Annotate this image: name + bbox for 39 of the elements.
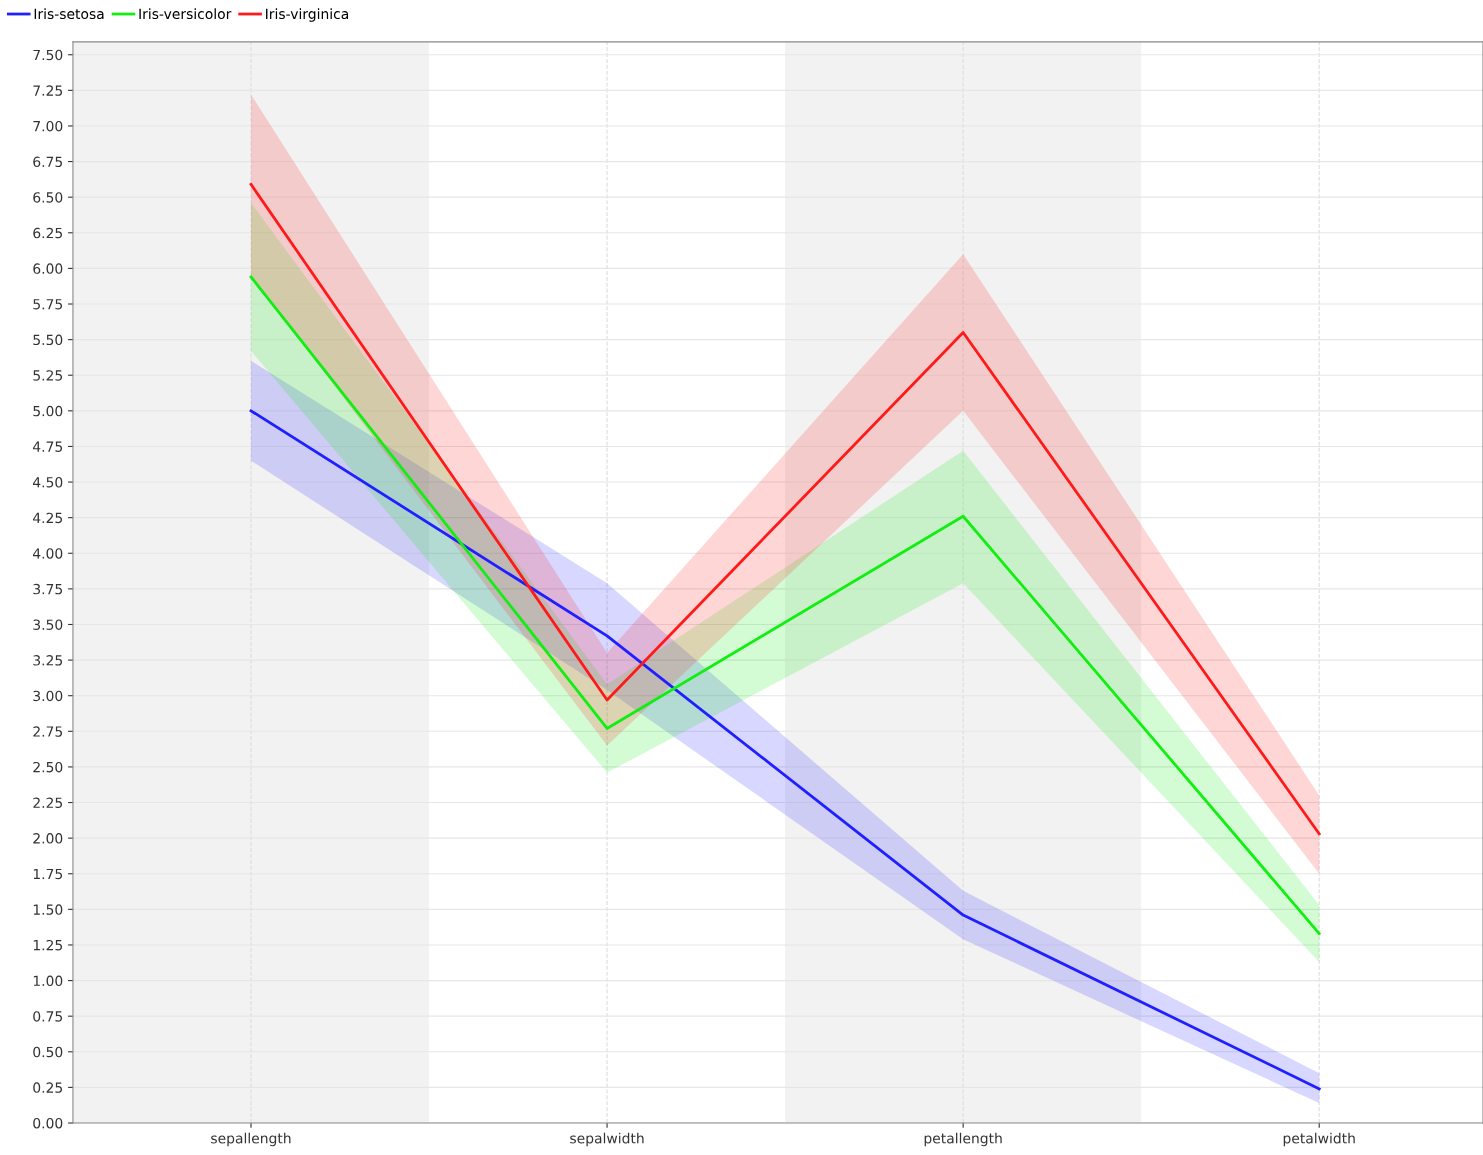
y-tick-label: 1.50 bbox=[33, 904, 63, 915]
y-tick-label: 3.75 bbox=[33, 583, 63, 595]
y-tick-label: 7.25 bbox=[33, 85, 63, 96]
legend-label: Iris-virginica bbox=[266, 8, 349, 22]
y-tick-label: 0.75 bbox=[33, 1011, 63, 1022]
x-tick-label: sepallength bbox=[211, 1132, 291, 1147]
y-tick-label: 6.50 bbox=[33, 192, 63, 203]
y-tick-label: 3.25 bbox=[33, 655, 63, 666]
y-tick-label: 0.00 bbox=[33, 1117, 63, 1129]
y-tick-label: 1.75 bbox=[33, 868, 63, 880]
y-tick-label: 4.50 bbox=[33, 477, 63, 488]
y-tick-label: 3.00 bbox=[33, 690, 63, 702]
y-tick-label: 0.50 bbox=[33, 1046, 63, 1058]
y-tick-label: 2.00 bbox=[33, 833, 63, 844]
x-tick-label: sepalwidth bbox=[570, 1132, 644, 1147]
x-tick-label: petalwidth bbox=[1283, 1132, 1355, 1147]
y-tick-label: 6.25 bbox=[33, 227, 63, 239]
y-tick-label: 5.00 bbox=[33, 405, 63, 417]
y-tick-label: 3.50 bbox=[33, 619, 63, 630]
line-series bbox=[249, 182, 1321, 836]
y-tick-label: 2.50 bbox=[33, 761, 63, 773]
y-tick-label: 5.25 bbox=[33, 370, 63, 381]
legend-label: Iris-setosa bbox=[34, 8, 104, 20]
y-tick-label: 1.25 bbox=[33, 939, 63, 951]
y-tick-label: 2.25 bbox=[33, 797, 63, 808]
y-tick-label: 1.00 bbox=[33, 975, 63, 987]
y-tick-label: 7.50 bbox=[33, 49, 63, 61]
y-tick-label: 4.00 bbox=[33, 548, 63, 559]
y-tick-label: 4.75 bbox=[33, 441, 63, 452]
y-tick-label: 5.75 bbox=[33, 299, 63, 310]
y-tick-label: 6.00 bbox=[33, 263, 63, 274]
y-tick-label: 0.25 bbox=[33, 1082, 63, 1093]
x-tick-label: petallength bbox=[924, 1132, 1002, 1147]
y-tick-label: 5.50 bbox=[33, 334, 63, 346]
y-tick-label: 6.75 bbox=[33, 156, 63, 168]
y-tick-label: 2.75 bbox=[33, 726, 63, 737]
y-tick-label: 4.25 bbox=[33, 512, 63, 524]
y-tick-label: 7.00 bbox=[33, 120, 63, 132]
legend-label: Iris-versicolor bbox=[139, 8, 232, 20]
